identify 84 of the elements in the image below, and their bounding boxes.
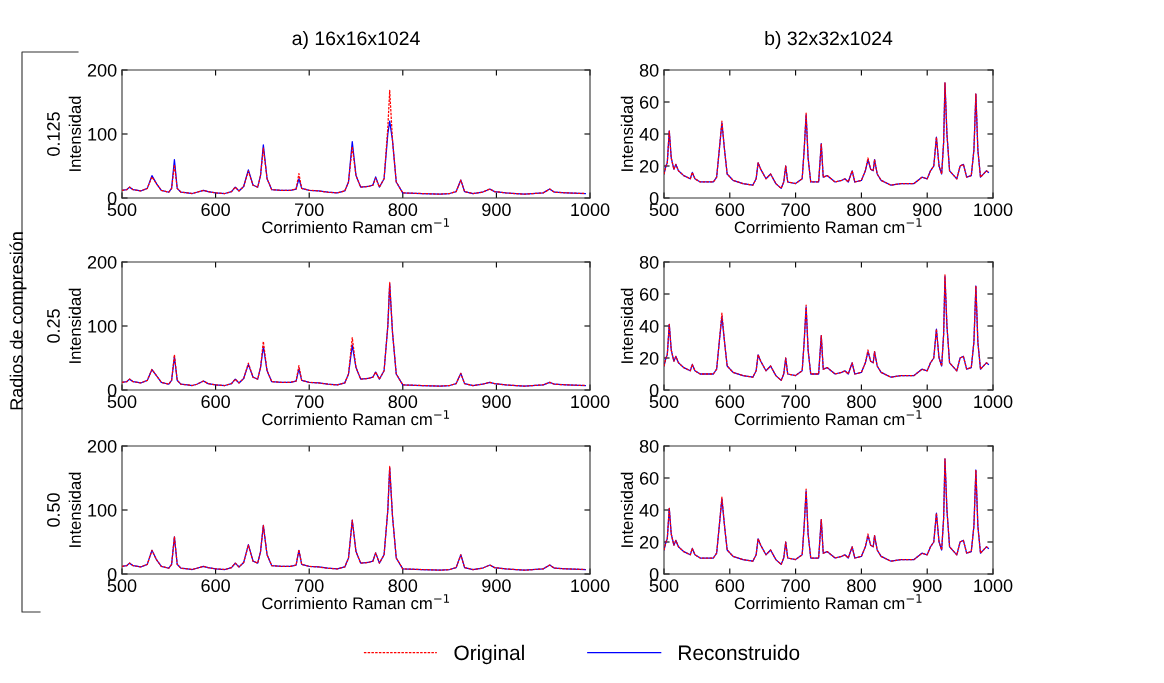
y-tick-label: 200 <box>87 63 117 77</box>
x-tick-label: 500 <box>649 203 679 217</box>
y-axis-title: Intensidad <box>620 472 633 547</box>
x-tick-label: 600 <box>715 395 745 409</box>
y-tick-label: 100 <box>88 319 117 333</box>
x-tick-label: 700 <box>781 395 810 409</box>
x-tick-label: 800 <box>847 395 876 409</box>
line-series <box>664 82 990 190</box>
x-tick-label: 700 <box>781 579 810 593</box>
y-tick-label: 80 <box>639 63 659 77</box>
x-tick-label: 1000 <box>571 395 610 409</box>
x-tick-label: 800 <box>847 203 876 217</box>
x-tick-label: 900 <box>912 579 942 593</box>
line-series <box>122 89 586 195</box>
y-tick-label: 20 <box>639 535 659 549</box>
y-axis-title: Intensidad <box>68 472 81 547</box>
legend-label: Reconstruido <box>679 644 800 661</box>
y-tick-label: 20 <box>639 159 659 173</box>
y-tick-label: 80 <box>639 255 659 269</box>
y-tick-label: 100 <box>88 127 117 141</box>
x-axis-title: Corrimiento Raman cm$^{−1}$ <box>734 410 922 426</box>
text: Radios de compresión <box>9 232 27 410</box>
y-tick-label: 80 <box>639 439 659 453</box>
y-tick-label: 0 <box>649 191 659 205</box>
x-tick-label: 600 <box>715 579 745 593</box>
y-tick-label: 200 <box>87 439 117 453</box>
legend-label: Original <box>454 644 524 665</box>
y-tick-label: 0 <box>649 383 659 397</box>
x-axis-title: Corrimiento Raman cm$^{−1}$ <box>262 218 450 234</box>
x-tick-label: 800 <box>388 579 418 593</box>
y-tick-label: 60 <box>639 287 659 301</box>
y-tick-label: 60 <box>639 95 659 109</box>
text: 0.125 <box>47 112 60 156</box>
x-tick-label: 900 <box>482 395 511 409</box>
x-tick-label: 500 <box>107 395 137 409</box>
x-tick-label: 800 <box>847 579 876 593</box>
x-tick-label: 500 <box>107 579 137 593</box>
y-tick-label: 40 <box>639 127 659 141</box>
x-tick-label: 900 <box>482 203 511 217</box>
x-tick-label: 700 <box>781 203 810 217</box>
y-tick-label: 20 <box>639 351 659 365</box>
y-tick-label: 40 <box>639 319 659 333</box>
x-tick-label: 900 <box>912 203 942 217</box>
x-tick-label: 1000 <box>571 203 610 217</box>
x-tick-label: 800 <box>388 395 418 409</box>
chart-title: a) 16x16x1024 <box>292 30 420 50</box>
y-axis-title: Intensidad <box>68 288 81 363</box>
x-tick-label: 600 <box>201 579 230 593</box>
line-series <box>122 120 586 195</box>
y-tick-label: 0 <box>107 567 117 581</box>
y-tick-label: 0 <box>107 383 117 397</box>
y-tick-label: 0 <box>107 191 117 205</box>
y-axis-title: Intensidad <box>620 288 633 363</box>
x-axis-title: Corrimiento Raman cm$^{−1}$ <box>734 594 922 610</box>
x-axis-title: Corrimiento Raman cm$^{−1}$ <box>734 218 922 234</box>
y-tick-label: 0 <box>649 567 659 581</box>
text: 0.25 <box>47 309 60 343</box>
x-tick-label: 700 <box>295 579 324 593</box>
x-tick-label: 500 <box>107 203 137 217</box>
x-axis-title: Corrimiento Raman cm$^{−1}$ <box>262 410 450 426</box>
y-tick-label: 60 <box>639 471 659 485</box>
line-series <box>664 458 990 566</box>
y-tick-label: 200 <box>87 255 117 269</box>
x-tick-label: 700 <box>295 395 324 409</box>
x-tick-label: 500 <box>649 395 679 409</box>
x-tick-label: 900 <box>482 579 511 593</box>
x-tick-label: 600 <box>201 395 230 409</box>
x-axis-title: Corrimiento Raman cm$^{−1}$ <box>262 594 450 610</box>
x-tick-label: 1000 <box>974 579 1013 593</box>
x-tick-label: 600 <box>715 203 745 217</box>
x-tick-label: 1000 <box>571 579 610 593</box>
x-tick-label: 900 <box>912 395 942 409</box>
x-tick-label: 600 <box>201 203 230 217</box>
y-axis-title: Intensidad <box>68 96 81 171</box>
y-tick-label: 100 <box>88 503 117 517</box>
x-tick-label: 500 <box>649 579 679 593</box>
y-tick-label: 40 <box>639 503 659 517</box>
text: 0.50 <box>47 493 60 527</box>
y-axis-title: Intensidad <box>620 96 633 171</box>
chart-title: b) 32x32x1024 <box>765 30 893 50</box>
x-tick-label: 800 <box>388 203 418 217</box>
x-tick-label: 1000 <box>974 395 1013 409</box>
x-tick-label: 700 <box>295 203 324 217</box>
x-tick-label: 1000 <box>974 203 1013 217</box>
